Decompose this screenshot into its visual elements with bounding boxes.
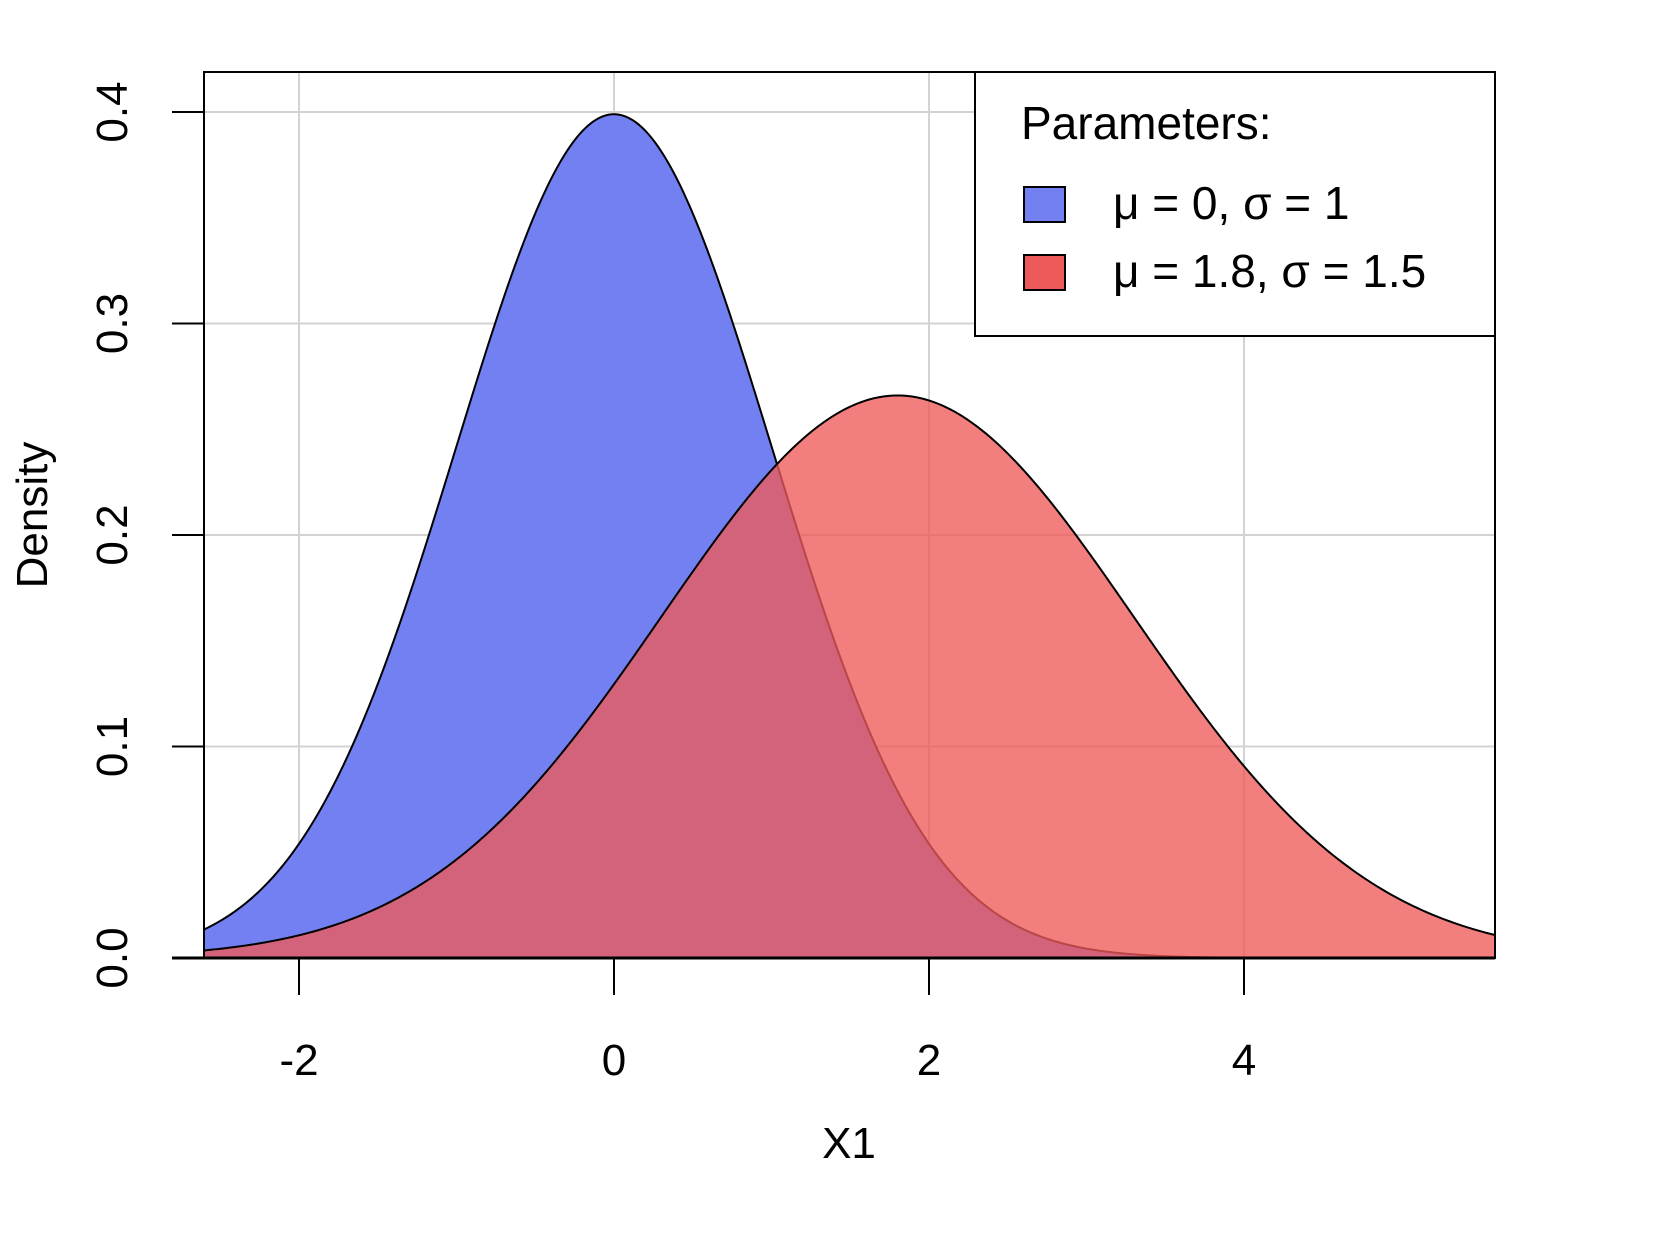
y-tick-label: 0.0 bbox=[88, 927, 137, 988]
y-tick-label: 0.2 bbox=[88, 504, 137, 565]
y-tick-label: 0.3 bbox=[88, 293, 137, 354]
density-areas bbox=[204, 113, 1495, 958]
legend-title: Parameters: bbox=[1021, 97, 1272, 149]
density-area-1 bbox=[204, 114, 1495, 958]
y-axis: 0.0 0.1 0.2 0.3 0.4 bbox=[88, 81, 204, 989]
legend-swatch-red bbox=[1023, 254, 1066, 291]
x-tick-label: 2 bbox=[917, 1036, 941, 1085]
x-axis: -2 0 2 4 bbox=[172, 956, 1495, 1085]
y-tick-label: 0.4 bbox=[88, 81, 137, 142]
legend: Parameters: μ = 0, σ = 1 μ = 1.8, σ = 1.… bbox=[974, 71, 1496, 337]
density-area-2 bbox=[204, 395, 1495, 958]
x-tick-label: 4 bbox=[1232, 1036, 1256, 1085]
x-axis-title: X1 bbox=[822, 1119, 876, 1168]
density-curve-2 bbox=[204, 394, 1495, 952]
legend-label-series-1: μ = 0, σ = 1 bbox=[1113, 177, 1349, 229]
x-tick-label: 0 bbox=[602, 1036, 626, 1085]
x-tick-label: -2 bbox=[279, 1036, 318, 1085]
y-tick-label: 0.1 bbox=[88, 716, 137, 777]
legend-swatch-blue bbox=[1023, 186, 1066, 223]
legend-label-series-2: μ = 1.8, σ = 1.5 bbox=[1113, 245, 1426, 297]
y-axis-title: Density bbox=[8, 442, 57, 589]
